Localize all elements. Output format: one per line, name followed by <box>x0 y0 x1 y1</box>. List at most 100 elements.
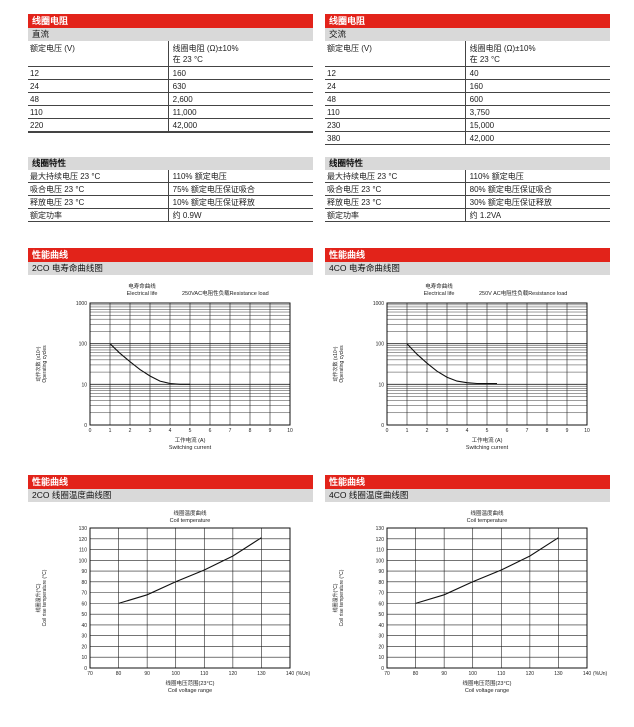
svg-text:110: 110 <box>200 671 208 677</box>
table-body: 12 40 24 160 48 600 110 3,750 230 15,000 380 42,000 <box>325 66 610 144</box>
section-header-coil-resistance-dc: 线圈电阻 <box>28 14 313 28</box>
coil-column-dc: 线圈电阻 直流 额定电压 (V) 线圈电阻 (Ω)±10% 在 23 °C 12… <box>28 14 313 222</box>
svg-text:动作次数 (x10⁴): 动作次数 (x10⁴) <box>332 346 339 381</box>
svg-text:Coil voltage range: Coil voltage range <box>465 688 509 694</box>
table-cell: 230 <box>327 120 341 130</box>
svg-text:130: 130 <box>376 526 385 532</box>
electrical-life-section: 性能曲线 2CO 电寿命曲线图 0 1 2 3 4 5 6 7 8 9 10 0 10 100 1000 电寿… <box>28 248 610 461</box>
subheader-dc: 直流 <box>28 28 313 41</box>
svg-text:70: 70 <box>81 591 87 597</box>
coil-characteristics-table-dc: 最大持续电压 23 °C 110% 额定电压 吸合电压 23 °C 75% 额定电压保… <box>28 170 313 222</box>
svg-text:140: 140 <box>286 671 295 677</box>
table-cell: 110 <box>327 107 340 117</box>
svg-text:线圈温度曲线: 线圈温度曲线 <box>173 509 207 517</box>
table-cell: 110% 额定电压 <box>469 171 524 181</box>
life-column-4co: 性能曲线 4CO 电寿命曲线图 0 1 2 3 4 5 6 7 8 9 10 0 10 100 1000 电寿… <box>325 248 610 461</box>
svg-text:Switching current: Switching current <box>466 445 509 451</box>
svg-text:60: 60 <box>378 601 384 607</box>
svg-text:5: 5 <box>189 428 192 434</box>
svg-text:0: 0 <box>386 428 389 434</box>
svg-text:250VAC电阻性负载Resistance load: 250VAC电阻性负载Resistance load <box>182 289 269 297</box>
table-cell: 630 <box>172 81 186 91</box>
svg-text:100: 100 <box>79 342 88 348</box>
table-cell: 600 <box>469 94 483 104</box>
svg-text:100: 100 <box>172 671 181 677</box>
svg-text:10: 10 <box>81 655 87 661</box>
svg-text:70: 70 <box>378 591 384 597</box>
svg-text:4: 4 <box>169 428 172 434</box>
subheader-2co-electrical-life: 2CO 电寿命曲线图 <box>28 262 313 275</box>
table-cell: 110 <box>30 107 43 117</box>
table-cell: 80% 额定电压保证吸合 <box>469 184 552 194</box>
coil-column-ac: 线圈电阻 交流 额定电压 (V) 线圈电阻 (Ω)±10% 在 23 °C 12… <box>325 14 610 222</box>
table-row: 48 600 <box>325 92 610 105</box>
table-cell: 最大持续电压 23 °C <box>30 171 101 181</box>
svg-text:Coil rise temperature (°C): Coil rise temperature (°C) <box>339 569 345 626</box>
svg-text:110: 110 <box>376 548 384 554</box>
table-row: 220 42,000 <box>28 118 313 131</box>
table-cell: 吸合电压 23 °C <box>30 184 85 194</box>
svg-text:9: 9 <box>566 428 569 434</box>
svg-text:工作电流 (A): 工作电流 (A) <box>472 436 503 444</box>
svg-text:130: 130 <box>79 526 88 532</box>
svg-text:0: 0 <box>381 666 384 672</box>
svg-text:线圈温升(°C): 线圈温升(°C) <box>35 583 42 612</box>
svg-text:Electrical life: Electrical life <box>424 291 455 297</box>
svg-text:6: 6 <box>209 428 212 434</box>
table-cell: 160 <box>469 81 483 91</box>
svg-text:10: 10 <box>584 428 590 434</box>
svg-text:10: 10 <box>81 382 87 388</box>
svg-text:120: 120 <box>229 671 238 677</box>
table-cell: 12 <box>30 68 39 78</box>
table-row: 12 160 <box>28 66 313 79</box>
svg-text:20: 20 <box>81 644 87 650</box>
table-row: 最大持续电压 23 °C 110% 额定电压 <box>28 170 313 183</box>
table-header: 额定电压 (V) 线圈电阻 (Ω)±10% 在 23 °C <box>325 41 610 66</box>
svg-text:110: 110 <box>497 671 505 677</box>
chart-coil-temperature-4co: 70 80 90 100 110 120 130 140 (%Un) 0 10 20 30 40 50 60 7… <box>325 506 610 706</box>
table-cell: 380 <box>327 133 341 143</box>
svg-text:动作次数 (x10⁴): 动作次数 (x10⁴) <box>35 346 42 381</box>
svg-text:40: 40 <box>378 623 384 629</box>
subheader-4co-electrical-life: 4CO 电寿命曲线图 <box>325 262 610 275</box>
table-row: 12 40 <box>325 66 610 79</box>
svg-text:7: 7 <box>229 428 232 434</box>
table-row: 230 15,000 <box>325 118 610 131</box>
coil-temperature-2co-svg: 70 80 90 100 110 120 130 140 (%Un) 0 10 20 30 40 50 60 7… <box>35 509 310 694</box>
svg-text:90: 90 <box>81 569 87 575</box>
table-cell: 24 <box>30 81 39 91</box>
svg-text:线圈电压范围(23°C): 线圈电压范围(23°C) <box>463 679 512 687</box>
subheader-coil-characteristics: 线圈特性 <box>28 157 313 170</box>
svg-text:9: 9 <box>269 428 272 434</box>
svg-text:50: 50 <box>81 612 87 618</box>
svg-text:电寿命曲线: 电寿命曲线 <box>128 282 156 290</box>
svg-text:30: 30 <box>81 634 87 640</box>
svg-text:50: 50 <box>378 612 384 618</box>
chart-electrical-life-2co: 0 1 2 3 4 5 6 7 8 9 10 0 10 100 1000 电寿命曲线 Electrical li… <box>28 279 313 461</box>
coil-characteristics-ac: 线圈特性 最大持续电压 23 °C 110% 额定电压 吸合电压 23 °C 80% … <box>325 157 610 222</box>
col-header-coil-resistance: 线圈电阻 (Ω)±10% 在 23 °C <box>469 44 536 64</box>
svg-text:130: 130 <box>554 671 563 677</box>
svg-text:120: 120 <box>526 671 535 677</box>
svg-text:6: 6 <box>506 428 509 434</box>
col-header-rated-voltage: 额定电压 (V) <box>327 44 372 53</box>
svg-text:40: 40 <box>81 623 87 629</box>
svg-text:Coil rise temperature (°C): Coil rise temperature (°C) <box>42 569 48 626</box>
svg-text:(%Un): (%Un) <box>593 671 607 677</box>
svg-text:0: 0 <box>381 423 384 429</box>
table-cell: 15,000 <box>469 120 495 130</box>
svg-text:3: 3 <box>149 428 152 434</box>
svg-text:80: 80 <box>413 671 419 677</box>
coil-temperature-section: 性能曲线 2CO 线圈温度曲线图 70 80 90 100 110 120 130 140 (%… <box>28 475 610 706</box>
svg-text:Coil temperature: Coil temperature <box>467 518 508 524</box>
svg-text:2: 2 <box>426 428 429 434</box>
table-cell: 约 0.9W <box>172 210 202 220</box>
table-row: 额定功率 约 1.2VA <box>325 209 610 222</box>
svg-text:120: 120 <box>376 537 385 543</box>
table-cell: 3,750 <box>469 107 490 117</box>
coil-characteristics-table-ac: 最大持续电压 23 °C 110% 额定电压 吸合电压 23 °C 80% 额定电压保… <box>325 170 610 222</box>
table-cell: 释放电压 23 °C <box>30 197 85 207</box>
chart-coil-temperature-2co: 70 80 90 100 110 120 130 140 (%Un) 0 10 20 30 40 50 60 7… <box>28 506 313 706</box>
table-row: 48 2,600 <box>28 92 313 105</box>
